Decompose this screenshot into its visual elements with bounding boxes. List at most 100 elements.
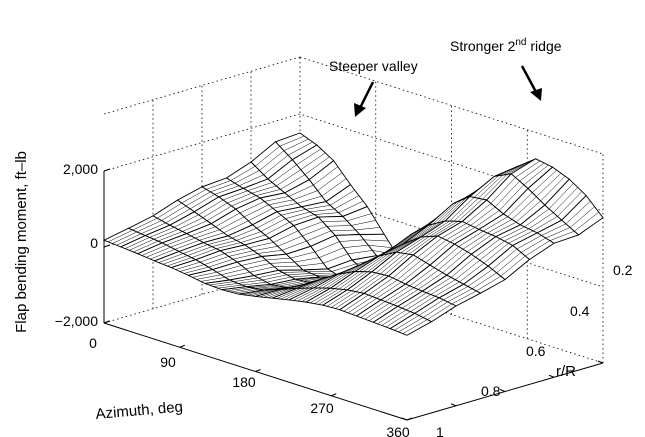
surface-mesh-line	[372, 279, 398, 297]
surface-mesh-line	[232, 227, 257, 239]
surface-mesh-line	[299, 276, 325, 281]
surface-mesh-line	[236, 231, 262, 241]
surface-mesh-line	[219, 216, 245, 230]
y-tick-label: 0.4	[570, 303, 590, 319]
surface-mesh-line	[474, 210, 500, 228]
surface-mesh-line	[216, 265, 242, 273]
surface-mesh-line	[401, 262, 426, 283]
surface-mesh-line	[412, 222, 438, 241]
surface-mesh-line	[158, 253, 184, 263]
surface-mesh-line	[198, 199, 224, 216]
surface-mesh-line	[355, 227, 380, 231]
surface-mesh-line	[225, 271, 250, 278]
surface-mesh-line	[334, 271, 360, 289]
annotation-arrowhead-ridge	[530, 88, 542, 101]
surface-mesh-line	[343, 244, 369, 248]
surface-mesh-line	[263, 288, 289, 298]
surface-mesh-line	[208, 259, 234, 268]
z-tick-label: 0	[90, 235, 98, 251]
surface-mesh-line	[498, 163, 524, 176]
surface-mesh-line	[470, 206, 496, 226]
surface-mesh-line	[427, 303, 452, 320]
surface-mesh-line	[211, 240, 237, 247]
surface-mesh-line	[288, 281, 313, 290]
surface-mesh-line	[309, 275, 335, 289]
surface-mesh-line	[321, 178, 347, 197]
z-tick	[103, 244, 111, 248]
surface-mesh-line	[297, 221, 323, 232]
surface-mesh-line	[247, 182, 273, 192]
surface-mesh-line	[500, 255, 526, 277]
surface-mesh-line	[237, 279, 263, 284]
surface-mesh-line	[272, 203, 298, 209]
surface-mesh-line	[524, 208, 550, 228]
surface-mesh-line	[199, 253, 225, 263]
surface-mesh-line	[149, 227, 175, 238]
surface-mesh-line	[270, 261, 295, 264]
surface-mesh-line	[351, 220, 376, 226]
surface-mesh-line	[331, 263, 357, 272]
surface-mesh-line	[195, 229, 220, 239]
surface-mesh-line	[335, 292, 361, 309]
surface-mesh-line	[475, 238, 501, 258]
surface-mesh-line	[400, 236, 426, 254]
surface-mesh-line	[190, 226, 216, 237]
surface-mesh-line	[318, 247, 344, 258]
surface-mesh-line	[342, 271, 368, 290]
surface-mesh-line	[191, 248, 217, 258]
surface-mesh-line	[209, 281, 234, 286]
surface-mesh-line	[243, 204, 269, 218]
surface-mesh-line	[422, 301, 448, 318]
surface-mesh-line	[520, 237, 546, 253]
surface-mesh-line	[265, 257, 291, 261]
surface-mesh-line	[455, 259, 480, 280]
z-axis-label: Flap bending moment, ft–lb	[13, 151, 30, 333]
surface-mesh-line	[541, 223, 566, 236]
surface-mesh-line	[487, 219, 513, 234]
surface-mesh-line	[441, 223, 467, 239]
surface-mesh-line	[290, 251, 315, 259]
x-tick	[406, 417, 413, 421]
surface-mesh-line	[330, 229, 356, 232]
surface-mesh-line	[311, 273, 336, 275]
surface-mesh-line	[515, 160, 541, 178]
surface-mesh-line	[504, 228, 529, 242]
surface-mesh-line	[368, 277, 394, 296]
surface-mesh-line	[466, 203, 492, 224]
surface-mesh-line	[557, 191, 583, 217]
surface-mesh-line	[352, 298, 377, 315]
surface-mesh-line	[434, 246, 459, 268]
surface-mesh-line	[492, 248, 518, 270]
surface-mesh-line	[233, 277, 259, 282]
annotation-arrowhead-valley	[354, 103, 366, 117]
surface-mesh-line	[206, 205, 232, 221]
surface-mesh-line	[196, 274, 222, 280]
surface-mesh-line	[347, 250, 373, 255]
surface-mesh-line	[323, 253, 348, 264]
surface-mesh-line	[445, 225, 471, 241]
surface-mesh-line	[279, 135, 305, 147]
surface-mesh-line	[462, 232, 488, 250]
surface-mesh-line	[242, 289, 268, 296]
z-tick	[103, 168, 111, 172]
y-tick	[450, 403, 457, 407]
surface-mesh-line	[360, 301, 386, 318]
surface-mesh-line	[479, 240, 505, 261]
surface-mesh-line	[291, 274, 316, 278]
surface-mesh-line	[279, 280, 304, 287]
surface-mesh-line	[258, 286, 284, 290]
surface-mesh-line	[257, 249, 282, 254]
surface-mesh-line	[314, 241, 340, 253]
surface-mesh-line	[296, 148, 322, 165]
surface-mesh-line	[305, 205, 331, 210]
surface-mesh-line	[249, 266, 275, 273]
surface-mesh-line	[391, 231, 417, 251]
surface-mesh-line	[259, 150, 285, 171]
surface-mesh-line	[217, 284, 243, 289]
surface-mesh-line	[508, 230, 534, 244]
surface-mesh-line	[153, 229, 179, 240]
grid-line	[103, 113, 604, 212]
surface-mesh-line	[129, 239, 154, 251]
surface-mesh-line	[483, 243, 509, 264]
surface-mesh-line	[385, 311, 411, 328]
